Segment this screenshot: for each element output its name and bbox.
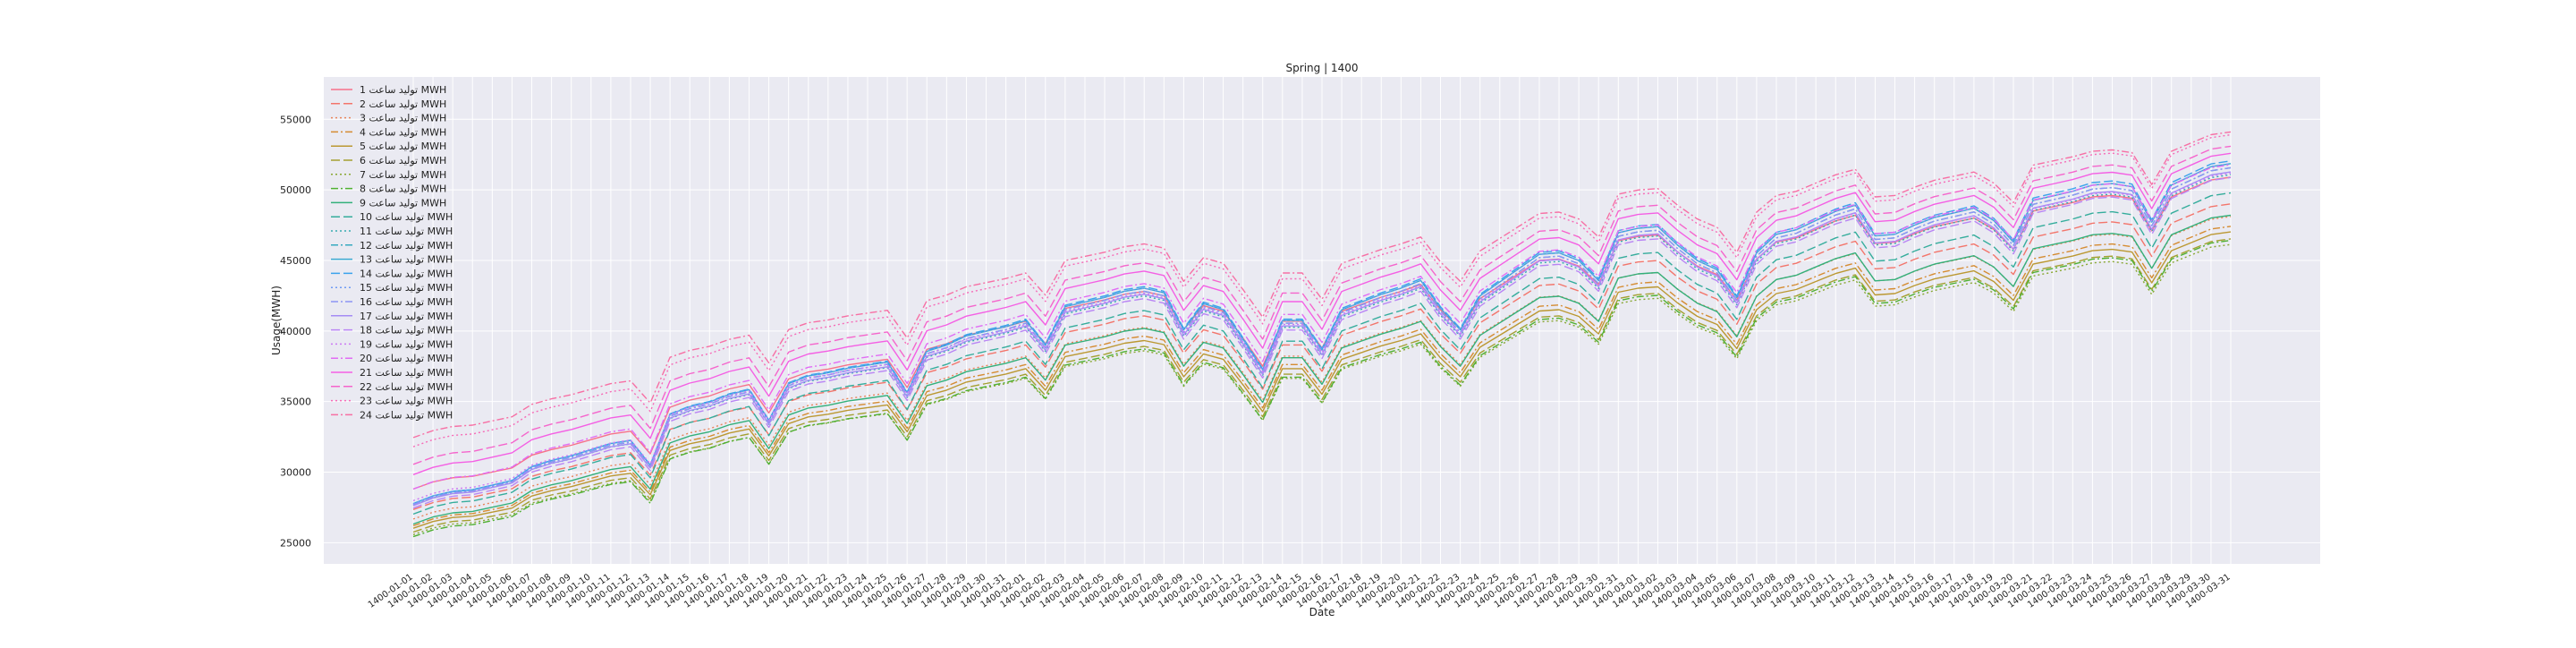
x-axis-ticks: 1400-01-011400-01-021400-01-031400-01-04… [367, 572, 2233, 610]
y-axis-label: Usage(MWH) [270, 286, 283, 355]
legend-label: ﺗﻮﻟﯿﺪ ﺳﺎﻋﺖ 10 MWH [360, 211, 453, 223]
legend-label: ﺗﻮﻟﯿﺪ ﺳﺎﻋﺖ 3 MWH [360, 113, 446, 124]
series-line-17 [412, 171, 2232, 507]
series-line-16 [412, 166, 2232, 506]
legend-label: ﺗﻮﻟﯿﺪ ﺳﺎﻋﺖ 4 MWH [360, 126, 446, 138]
legend-label: ﺗﻮﻟﯿﺪ ﺳﺎﻋﺖ 16 MWH [360, 296, 453, 308]
series-line-23 [412, 133, 2232, 448]
x-axis-label: Date [1309, 606, 1335, 618]
series-line-22 [412, 145, 2232, 465]
y-tick-label: 50000 [280, 184, 311, 196]
y-tick-label: 40000 [280, 326, 311, 337]
legend-label: ﺗﻮﻟﯿﺪ ﺳﺎﻋﺖ 23 MWH [360, 396, 453, 407]
chart-title: Spring | 1400 [1286, 62, 1359, 74]
legend-label: ﺗﻮﻟﯿﺪ ﺳﺎﻋﺖ 18 MWH [360, 325, 453, 337]
legend-label: ﺗﻮﻟﯿﺪ ﺳﺎﻋﺖ 1 MWH [360, 84, 446, 96]
series-line-18 [412, 176, 2232, 509]
legend-label: ﺗﻮﻟﯿﺪ ﺳﺎﻋﺖ 8 MWH [360, 183, 446, 195]
legend-label: ﺗﻮﻟﯿﺪ ﺳﺎﻋﺖ 21 MWH [360, 367, 453, 379]
legend-label: ﺗﻮﻟﯿﺪ ﺳﺎﻋﺖ 12 MWH [360, 240, 453, 252]
series-line-9 [412, 214, 2232, 525]
series-line-10 [412, 192, 2232, 516]
y-tick-label: 55000 [280, 114, 311, 125]
y-tick-label: 35000 [280, 396, 311, 408]
legend-label: ﺗﻮﻟﯿﺪ ﺳﺎﻋﺖ 6 MWH [360, 155, 446, 166]
legend-label: ﺗﻮﻟﯿﺪ ﺳﺎﻋﺖ 24 MWH [360, 409, 453, 421]
series-line-21 [412, 152, 2232, 475]
series-line-4 [412, 226, 2232, 527]
legend-label: ﺗﻮﻟﯿﺪ ﺳﺎﻋﺖ 22 MWH [360, 381, 453, 393]
legend: ﺗﻮﻟﯿﺪ ﺳﺎﻋﺖ 1 MWH ﺗﻮﻟﯿﺪ ﺳﺎﻋﺖ 2 MWH ﺗﻮﻟﯿﺪ ﺳﺎ… [331, 84, 453, 421]
series-line-11 [412, 174, 2232, 507]
series-layer [412, 131, 2232, 538]
legend-label: ﺗﻮﻟﯿﺪ ﺳﺎﻋﺖ 11 MWH [360, 226, 453, 237]
y-axis-ticks: 25000 30000 35000 40000 45000 50000 55000 [280, 114, 311, 549]
legend-label: ﺗﻮﻟﯿﺪ ﺳﺎﻋﺖ 19 MWH [360, 338, 453, 350]
legend-label: ﺗﻮﻟﯿﺪ ﺳﺎﻋﺖ 20 MWH [360, 353, 453, 364]
grid-horizontal [324, 118, 2320, 543]
legend-label: ﺗﻮﻟﯿﺪ ﺳﺎﻋﺖ 7 MWH [360, 169, 446, 181]
series-line-8 [412, 239, 2232, 538]
y-tick-label: 30000 [280, 467, 311, 479]
series-line-20 [412, 164, 2232, 490]
series-line-15 [412, 163, 2232, 505]
series-line-7 [412, 243, 2232, 535]
legend-label: ﺗﻮﻟﯿﺪ ﺳﺎﻋﺖ 13 MWH [360, 254, 453, 266]
legend-label: ﺗﻮﻟﯿﺪ ﺳﺎﻋﺖ 2 MWH [360, 98, 446, 110]
legend-label: ﺗﻮﻟﯿﺪ ﺳﺎﻋﺖ 14 MWH [360, 268, 453, 279]
series-line-24 [412, 131, 2232, 439]
series-line-19 [412, 172, 2232, 502]
y-tick-label: 25000 [280, 537, 311, 549]
legend-label: ﺗﻮﻟﯿﺪ ﺳﺎﻋﺖ 15 MWH [360, 282, 453, 294]
legend-label: ﺗﻮﻟﯿﺪ ﺳﺎﻋﺖ 17 MWH [360, 311, 453, 322]
grid-vertical [412, 77, 2232, 564]
series-line-5 [412, 231, 2232, 529]
series-line-6 [412, 238, 2232, 533]
legend-label: ﺗﻮﻟﯿﺪ ﺳﺎﻋﺖ 5 MWH [360, 141, 446, 152]
legend-label: ﺗﻮﻟﯿﺪ ﺳﺎﻋﺖ 9 MWH [360, 197, 446, 209]
y-tick-label: 45000 [280, 255, 311, 267]
